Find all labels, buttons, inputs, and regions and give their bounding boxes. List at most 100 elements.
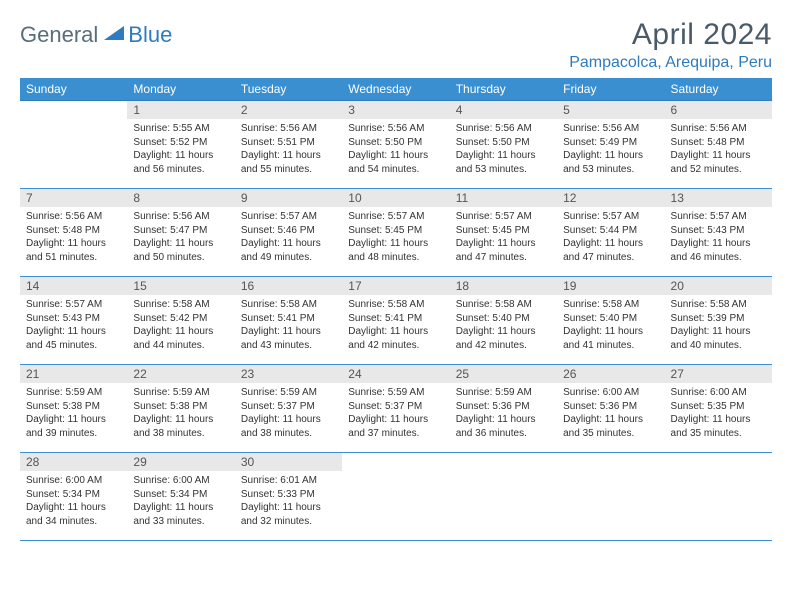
day-details: Sunrise: 5:59 AMSunset: 5:38 PMDaylight:… (20, 383, 127, 444)
calendar-day-cell (342, 453, 449, 541)
day-number: 14 (20, 277, 127, 295)
title-block: April 2024 Pampacolca, Arequipa, Peru (569, 18, 772, 72)
day-number: 22 (127, 365, 234, 383)
day-number: 10 (342, 189, 449, 207)
day-details: Sunrise: 5:55 AMSunset: 5:52 PMDaylight:… (127, 119, 234, 180)
header: General Blue April 2024 Pampacolca, Areq… (20, 18, 772, 72)
logo: General Blue (20, 18, 172, 48)
calendar-week-row: 28Sunrise: 6:00 AMSunset: 5:34 PMDayligh… (20, 453, 772, 541)
day-number: 11 (450, 189, 557, 207)
day-number: 26 (557, 365, 664, 383)
calendar-day-cell: 5Sunrise: 5:56 AMSunset: 5:49 PMDaylight… (557, 101, 664, 189)
day-number: 21 (20, 365, 127, 383)
logo-triangle-icon (102, 24, 126, 47)
day-number: 9 (235, 189, 342, 207)
day-details: Sunrise: 5:56 AMSunset: 5:48 PMDaylight:… (20, 207, 127, 268)
weekday-header: Saturday (665, 78, 772, 101)
calendar-day-cell: 22Sunrise: 5:59 AMSunset: 5:38 PMDayligh… (127, 365, 234, 453)
day-number (450, 453, 557, 471)
calendar-day-cell: 9Sunrise: 5:57 AMSunset: 5:46 PMDaylight… (235, 189, 342, 277)
day-details: Sunrise: 5:58 AMSunset: 5:40 PMDaylight:… (450, 295, 557, 356)
day-details: Sunrise: 5:58 AMSunset: 5:41 PMDaylight:… (235, 295, 342, 356)
day-number: 24 (342, 365, 449, 383)
calendar-day-cell: 25Sunrise: 5:59 AMSunset: 5:36 PMDayligh… (450, 365, 557, 453)
day-number: 4 (450, 101, 557, 119)
calendar-day-cell: 21Sunrise: 5:59 AMSunset: 5:38 PMDayligh… (20, 365, 127, 453)
calendar-day-cell: 10Sunrise: 5:57 AMSunset: 5:45 PMDayligh… (342, 189, 449, 277)
day-details: Sunrise: 5:57 AMSunset: 5:43 PMDaylight:… (665, 207, 772, 268)
day-details: Sunrise: 6:00 AMSunset: 5:36 PMDaylight:… (557, 383, 664, 444)
day-details: Sunrise: 5:57 AMSunset: 5:45 PMDaylight:… (450, 207, 557, 268)
calendar-day-cell: 16Sunrise: 5:58 AMSunset: 5:41 PMDayligh… (235, 277, 342, 365)
day-details: Sunrise: 5:56 AMSunset: 5:50 PMDaylight:… (450, 119, 557, 180)
day-number (20, 101, 127, 119)
day-number: 3 (342, 101, 449, 119)
calendar-day-cell: 24Sunrise: 5:59 AMSunset: 5:37 PMDayligh… (342, 365, 449, 453)
weekday-header: Sunday (20, 78, 127, 101)
calendar-day-cell: 4Sunrise: 5:56 AMSunset: 5:50 PMDaylight… (450, 101, 557, 189)
calendar-day-cell: 18Sunrise: 5:58 AMSunset: 5:40 PMDayligh… (450, 277, 557, 365)
calendar-day-cell: 1Sunrise: 5:55 AMSunset: 5:52 PMDaylight… (127, 101, 234, 189)
day-details: Sunrise: 5:58 AMSunset: 5:42 PMDaylight:… (127, 295, 234, 356)
calendar-day-cell: 15Sunrise: 5:58 AMSunset: 5:42 PMDayligh… (127, 277, 234, 365)
location-text: Pampacolca, Arequipa, Peru (569, 54, 772, 72)
day-number: 30 (235, 453, 342, 471)
day-number: 6 (665, 101, 772, 119)
calendar-day-cell: 20Sunrise: 5:58 AMSunset: 5:39 PMDayligh… (665, 277, 772, 365)
calendar-day-cell: 27Sunrise: 6:00 AMSunset: 5:35 PMDayligh… (665, 365, 772, 453)
weekday-header: Monday (127, 78, 234, 101)
weekday-header-row: SundayMondayTuesdayWednesdayThursdayFrid… (20, 78, 772, 101)
day-details: Sunrise: 5:58 AMSunset: 5:41 PMDaylight:… (342, 295, 449, 356)
calendar-day-cell: 17Sunrise: 5:58 AMSunset: 5:41 PMDayligh… (342, 277, 449, 365)
calendar-day-cell: 28Sunrise: 6:00 AMSunset: 5:34 PMDayligh… (20, 453, 127, 541)
day-number: 27 (665, 365, 772, 383)
calendar-day-cell: 30Sunrise: 6:01 AMSunset: 5:33 PMDayligh… (235, 453, 342, 541)
day-details: Sunrise: 6:00 AMSunset: 5:35 PMDaylight:… (665, 383, 772, 444)
calendar-week-row: 14Sunrise: 5:57 AMSunset: 5:43 PMDayligh… (20, 277, 772, 365)
day-number: 1 (127, 101, 234, 119)
day-number (342, 453, 449, 471)
day-number: 15 (127, 277, 234, 295)
day-number: 19 (557, 277, 664, 295)
day-details: Sunrise: 5:57 AMSunset: 5:46 PMDaylight:… (235, 207, 342, 268)
calendar-day-cell: 11Sunrise: 5:57 AMSunset: 5:45 PMDayligh… (450, 189, 557, 277)
day-details: Sunrise: 5:57 AMSunset: 5:44 PMDaylight:… (557, 207, 664, 268)
day-number: 20 (665, 277, 772, 295)
day-number: 28 (20, 453, 127, 471)
month-title: April 2024 (569, 18, 772, 52)
day-details: Sunrise: 5:58 AMSunset: 5:39 PMDaylight:… (665, 295, 772, 356)
day-details: Sunrise: 5:57 AMSunset: 5:43 PMDaylight:… (20, 295, 127, 356)
day-number: 29 (127, 453, 234, 471)
calendar-day-cell (665, 453, 772, 541)
logo-text-blue: Blue (128, 22, 172, 48)
day-number: 12 (557, 189, 664, 207)
calendar-table: SundayMondayTuesdayWednesdayThursdayFrid… (20, 78, 772, 541)
logo-text-general: General (20, 22, 98, 48)
calendar-body: 1Sunrise: 5:55 AMSunset: 5:52 PMDaylight… (20, 101, 772, 541)
day-details: Sunrise: 5:56 AMSunset: 5:49 PMDaylight:… (557, 119, 664, 180)
day-details: Sunrise: 5:59 AMSunset: 5:36 PMDaylight:… (450, 383, 557, 444)
weekday-header: Friday (557, 78, 664, 101)
day-number: 7 (20, 189, 127, 207)
day-details: Sunrise: 5:56 AMSunset: 5:47 PMDaylight:… (127, 207, 234, 268)
calendar-day-cell: 23Sunrise: 5:59 AMSunset: 5:37 PMDayligh… (235, 365, 342, 453)
day-details: Sunrise: 5:56 AMSunset: 5:50 PMDaylight:… (342, 119, 449, 180)
day-number: 17 (342, 277, 449, 295)
calendar-day-cell: 3Sunrise: 5:56 AMSunset: 5:50 PMDaylight… (342, 101, 449, 189)
day-number: 13 (665, 189, 772, 207)
calendar-day-cell (450, 453, 557, 541)
weekday-header: Thursday (450, 78, 557, 101)
calendar-week-row: 1Sunrise: 5:55 AMSunset: 5:52 PMDaylight… (20, 101, 772, 189)
calendar-day-cell: 12Sunrise: 5:57 AMSunset: 5:44 PMDayligh… (557, 189, 664, 277)
day-number: 23 (235, 365, 342, 383)
calendar-week-row: 7Sunrise: 5:56 AMSunset: 5:48 PMDaylight… (20, 189, 772, 277)
day-details: Sunrise: 6:01 AMSunset: 5:33 PMDaylight:… (235, 471, 342, 532)
calendar-day-cell: 13Sunrise: 5:57 AMSunset: 5:43 PMDayligh… (665, 189, 772, 277)
day-number: 25 (450, 365, 557, 383)
day-number: 8 (127, 189, 234, 207)
calendar-day-cell: 8Sunrise: 5:56 AMSunset: 5:47 PMDaylight… (127, 189, 234, 277)
day-number: 18 (450, 277, 557, 295)
day-number (665, 453, 772, 471)
day-details: Sunrise: 5:59 AMSunset: 5:37 PMDaylight:… (235, 383, 342, 444)
day-number: 5 (557, 101, 664, 119)
